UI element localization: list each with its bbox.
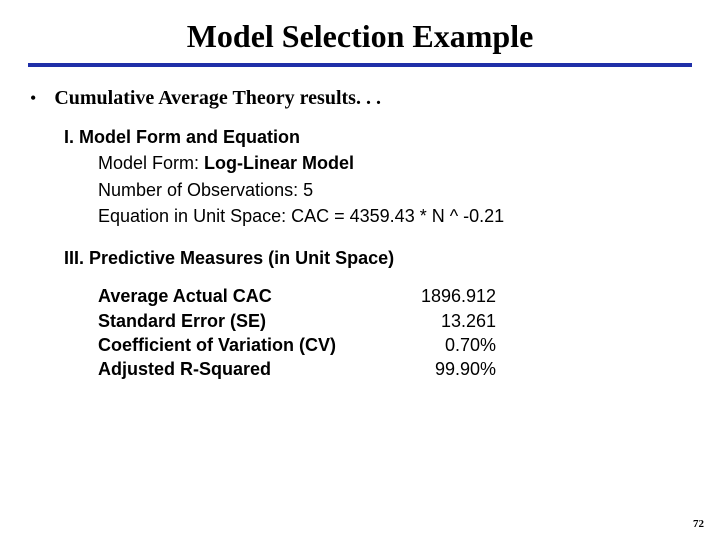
bullet-item: • Cumulative Average Theory results. . . (30, 85, 692, 111)
measure-label: Coefficient of Variation (CV) (98, 333, 396, 357)
section-1-body: Model Form: Log-Linear Model Number of O… (98, 151, 692, 228)
model-form-line: Model Form: Log-Linear Model (98, 151, 692, 175)
page-number: 72 (693, 518, 704, 530)
section-3-heading: III. Predictive Measures (in Unit Space) (64, 246, 692, 270)
measure-value: 13.261 (396, 309, 496, 333)
measure-value: 1896.912 (396, 284, 496, 308)
equation-line: Equation in Unit Space: CAC = 4359.43 * … (98, 204, 692, 228)
measure-value: 99.90% (396, 357, 496, 381)
section-spacer (64, 230, 692, 246)
table-row: Coefficient of Variation (CV) 0.70% (98, 333, 496, 357)
model-form-value: Log-Linear Model (204, 153, 354, 173)
table-row: Average Actual CAC 1896.912 (98, 284, 496, 308)
content-block: I. Model Form and Equation Model Form: L… (64, 125, 692, 382)
measure-label: Average Actual CAC (98, 284, 396, 308)
bullet-text: Cumulative Average Theory results. . . (54, 85, 381, 111)
num-observations: Number of Observations: 5 (98, 178, 692, 202)
measure-value: 0.70% (396, 333, 496, 357)
measure-label: Adjusted R-Squared (98, 357, 396, 381)
section-1-heading: I. Model Form and Equation (64, 125, 692, 149)
table-row: Adjusted R-Squared 99.90% (98, 357, 496, 381)
model-form-label: Model Form: (98, 153, 199, 173)
measure-label: Standard Error (SE) (98, 309, 396, 333)
title-divider (28, 63, 692, 67)
bullet-marker: • (30, 85, 36, 111)
page-title: Model Selection Example (28, 18, 692, 55)
table-row: Standard Error (SE) 13.261 (98, 309, 496, 333)
measures-table: Average Actual CAC 1896.912 Standard Err… (98, 284, 496, 381)
slide: Model Selection Example • Cumulative Ave… (0, 0, 720, 540)
